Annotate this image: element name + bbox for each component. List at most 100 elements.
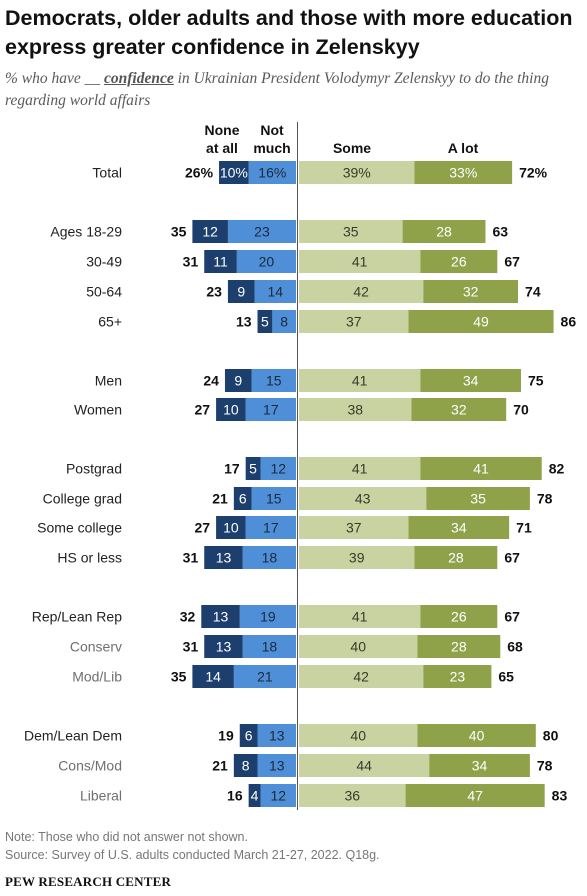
row-label-cons-mod: Cons/Mod	[58, 758, 122, 774]
value-a-lot-some-college: 34	[451, 520, 467, 536]
bar-none-at-all-50-64	[227, 280, 255, 303]
total-positive-hs-or-less: 67	[504, 550, 520, 566]
bar-some-liberal	[299, 784, 406, 807]
bar-none-at-all-30-49	[204, 250, 237, 273]
bar-a-lot-30-49	[420, 250, 498, 273]
bar-none-at-all-rep-lean-rep	[201, 605, 240, 628]
bar-a-lot-men	[420, 369, 521, 392]
bar-a-lot-cons-mod	[429, 754, 530, 777]
value-some-ages-18-29: 35	[343, 224, 359, 240]
row-label-50-64: 50-64	[86, 284, 122, 300]
value-a-lot-college-grad: 35	[470, 491, 486, 507]
bar-none-at-all-some-college	[216, 516, 246, 539]
header-not-much-line2: much	[253, 140, 290, 156]
bar-not-much-mod-lib	[233, 665, 296, 688]
value-some-college-grad: 43	[355, 491, 371, 507]
bar-some-total	[299, 161, 415, 184]
row-label-rep-lean-rep: Rep/Lean Rep	[32, 609, 123, 625]
bar-not-much-30-49	[236, 250, 296, 273]
value-some-50-64: 42	[353, 284, 369, 300]
value-none-at-all-hs-or-less: 13	[216, 550, 232, 566]
total-positive-dem-lean-dem: 80	[543, 728, 559, 744]
subtitle-keyword: confidence	[104, 70, 174, 87]
value-a-lot-men: 34	[463, 373, 479, 389]
bar-not-much-some-college	[245, 516, 296, 539]
bar-not-much-total	[248, 161, 296, 184]
value-not-much-postgrad: 12	[270, 461, 286, 477]
value-not-much-conserv: 18	[262, 639, 278, 655]
value-a-lot-dem-lean-dem: 40	[469, 728, 485, 744]
bar-a-lot-college-grad	[426, 487, 530, 510]
value-not-much-total: 16%	[258, 165, 286, 181]
bar-a-lot-women	[411, 398, 507, 421]
value-some-65-: 37	[346, 314, 362, 330]
bar-a-lot-dem-lean-dem	[417, 724, 536, 747]
value-some-postgrad: 41	[352, 461, 368, 477]
value-a-lot-women: 32	[451, 402, 467, 418]
bar-none-at-all-men	[224, 369, 252, 392]
value-none-at-all-conserv: 13	[216, 639, 232, 655]
value-a-lot-liberal: 47	[467, 788, 483, 804]
value-none-at-all-total: 10%	[220, 165, 248, 181]
value-some-rep-lean-rep: 41	[352, 609, 368, 625]
value-none-at-all-men: 9	[234, 373, 242, 389]
bar-not-much-postgrad	[260, 457, 296, 480]
row-label-women: Women	[74, 402, 122, 418]
bar-none-at-all-dem-lean-dem	[239, 724, 258, 747]
total-negative-men: 24	[203, 373, 219, 389]
brand-logo-text: PEW RESEARCH CENTER	[5, 874, 172, 889]
value-a-lot-hs-or-less: 28	[448, 550, 464, 566]
header-none-at-all-line1: None	[205, 122, 240, 138]
bar-none-at-all-conserv	[204, 635, 243, 658]
bar-a-lot-total	[414, 161, 513, 184]
row-label-ages-18-29: Ages 18-29	[50, 224, 122, 240]
bar-none-at-all-mod-lib	[192, 665, 234, 688]
bar-a-lot-conserv	[417, 635, 501, 658]
value-none-at-all-college-grad: 6	[239, 491, 247, 507]
bar-none-at-all-cons-mod	[233, 754, 258, 777]
row-label-college-grad: College grad	[43, 491, 122, 507]
bar-some-men	[299, 369, 421, 392]
total-negative-total: 26%	[185, 165, 214, 181]
value-a-lot-mod-lib: 23	[450, 669, 466, 685]
bar-some-postgrad	[299, 457, 421, 480]
bar-some-cons-mod	[299, 754, 430, 777]
value-none-at-all-30-49: 11	[213, 254, 228, 270]
value-none-at-all-mod-lib: 14	[205, 669, 221, 685]
row-label-conserv: Conserv	[70, 639, 122, 655]
value-a-lot-postgrad: 41	[473, 461, 489, 477]
bar-a-lot-liberal	[405, 784, 545, 807]
total-positive-cons-mod: 78	[537, 758, 553, 774]
total-positive-liberal: 83	[552, 788, 568, 804]
row-label-liberal: Liberal	[80, 788, 122, 804]
value-some-cons-mod: 44	[356, 758, 372, 774]
row-label-dem-lean-dem: Dem/Lean Dem	[24, 728, 122, 744]
total-negative-50-64: 23	[206, 284, 222, 300]
total-negative-some-college: 27	[195, 520, 211, 536]
bar-none-at-all-hs-or-less	[204, 546, 243, 569]
bar-some-ages-18-29	[299, 220, 403, 243]
bar-some-65-	[299, 310, 409, 333]
value-not-much-65-: 8	[280, 314, 288, 330]
bar-not-much-women	[245, 398, 296, 421]
row-label-some-college: Some college	[37, 520, 122, 536]
value-none-at-all-liberal: 4	[251, 788, 259, 804]
chart-subtitle: % who have __ confidence in Ukrainian Pr…	[5, 68, 585, 112]
total-positive-ages-18-29: 63	[492, 224, 508, 240]
bar-a-lot-mod-lib	[423, 665, 492, 688]
total-negative-women: 27	[195, 402, 211, 418]
bar-not-much-65-	[272, 310, 296, 333]
bar-not-much-men	[251, 369, 296, 392]
bar-a-lot-some-college	[408, 516, 510, 539]
value-not-much-college-grad: 15	[266, 491, 282, 507]
total-positive-postgrad: 82	[549, 461, 565, 477]
value-not-much-liberal: 12	[270, 788, 286, 804]
value-some-some-college: 37	[346, 520, 362, 536]
value-none-at-all-cons-mod: 8	[242, 758, 250, 774]
total-negative-conserv: 31	[183, 639, 199, 655]
value-not-much-some-college: 17	[263, 520, 279, 536]
row-label-hs-or-less: HS or less	[57, 550, 122, 566]
bar-some-college-grad	[299, 487, 427, 510]
value-not-much-30-49: 20	[259, 254, 275, 270]
